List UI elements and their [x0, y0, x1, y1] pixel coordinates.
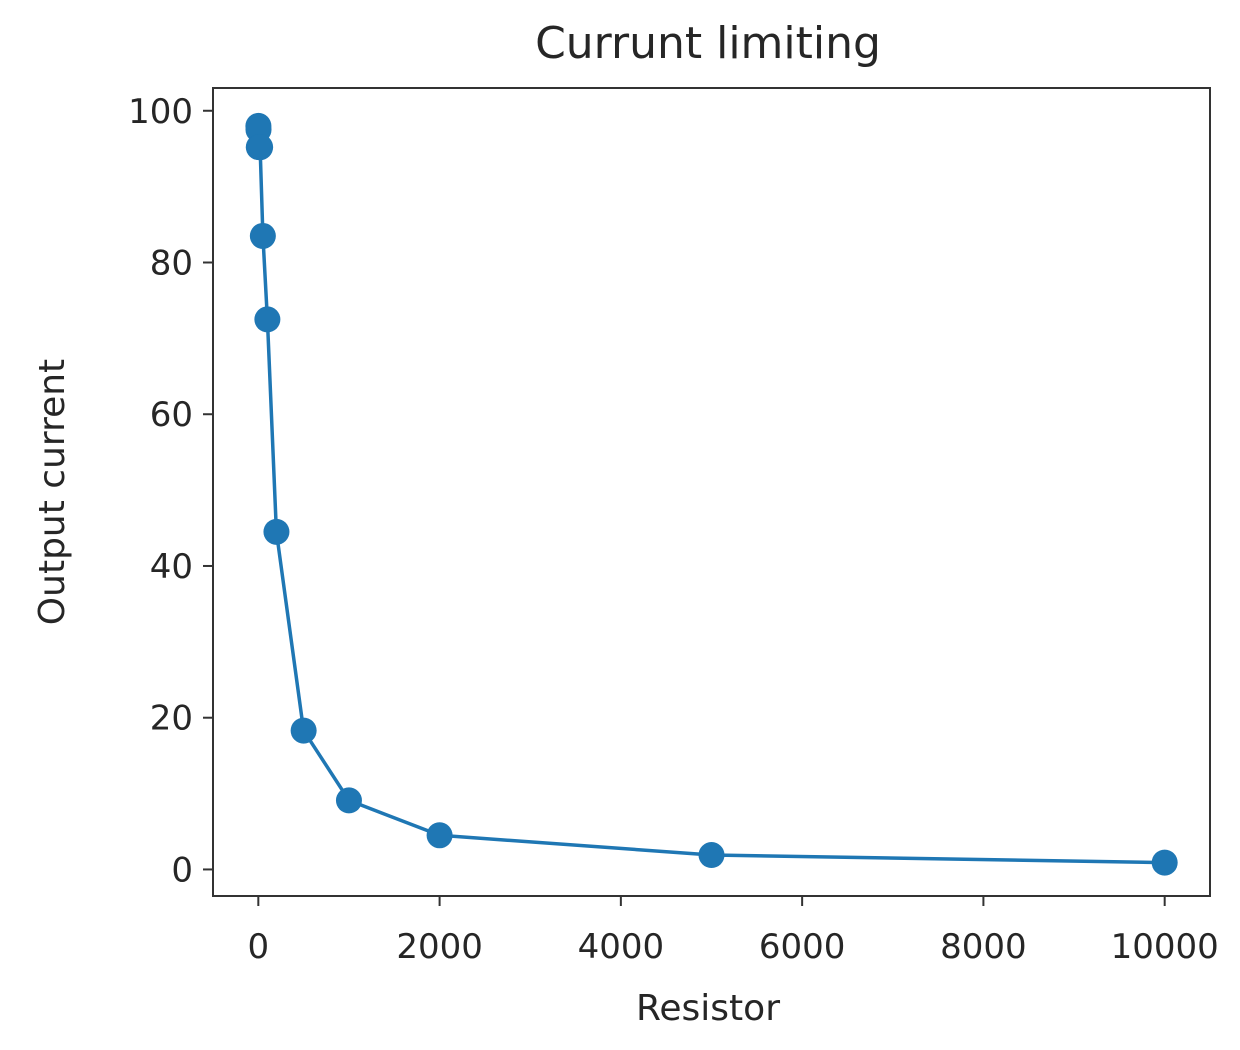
plot-frame [212, 87, 1211, 897]
data-point [249, 222, 276, 249]
data-point [426, 822, 453, 849]
y-tick-label: 0 [171, 850, 193, 890]
data-point [247, 134, 274, 161]
x-tick-label: 0 [247, 927, 269, 967]
x-tick-label: 2000 [396, 927, 483, 967]
chart-title: Currunt limiting [535, 18, 881, 69]
data-point [698, 842, 725, 869]
data-point [290, 717, 317, 744]
x-tick-label: 4000 [578, 927, 665, 967]
x-axis-ticks: 0 2000 4000 6000 8000 10000 [247, 896, 1219, 967]
y-tick-label: 100 [128, 92, 193, 132]
y-tick-label: 60 [150, 395, 193, 435]
data-point [335, 787, 362, 814]
x-tick-label: 6000 [759, 927, 846, 967]
x-tick-label: 10000 [1111, 927, 1219, 967]
x-tick-label: 8000 [940, 927, 1027, 967]
y-tick-label: 80 [150, 243, 193, 283]
data-point [1151, 849, 1178, 876]
x-axis-label: Resistor [636, 988, 780, 1029]
y-tick-label: 20 [150, 699, 193, 739]
y-tick-label: 40 [150, 547, 193, 587]
y-axis-label: Output current [32, 359, 73, 625]
data-point [254, 306, 281, 333]
plot-layer [245, 112, 1178, 876]
data-point [263, 518, 290, 545]
y-axis-ticks: 0 20 40 60 80 100 [128, 92, 213, 890]
